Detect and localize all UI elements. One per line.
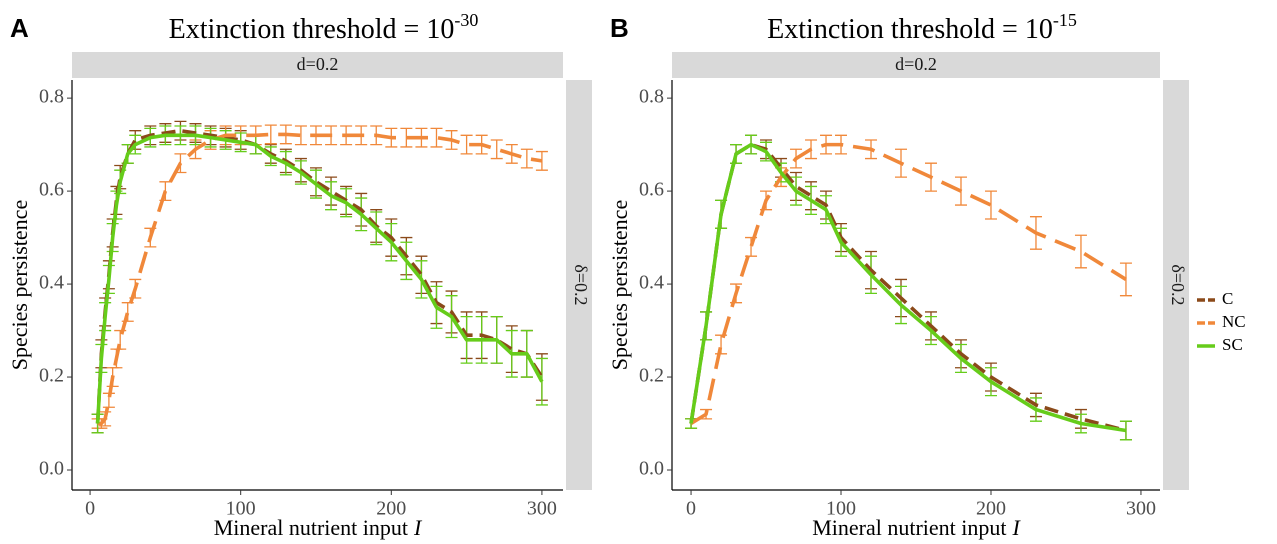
error-bar	[535, 357, 548, 406]
error-bar	[294, 125, 307, 146]
error-bar	[460, 134, 473, 155]
x-tick-label: 200	[376, 498, 406, 520]
x-axis-label: Mineral nutrient input I	[812, 515, 1021, 540]
x-tick-label: 300	[1126, 498, 1156, 520]
facet-label: d=0.2	[297, 54, 339, 74]
series-line	[95, 128, 544, 424]
y-tick-label: 0.2	[639, 365, 664, 387]
y-tick-label: 0.6	[639, 179, 664, 201]
error-bar	[1074, 234, 1087, 269]
y-tick-label: 0.8	[39, 86, 64, 108]
y-tick-label: 0.4	[639, 272, 664, 294]
y-tick-label: 0.0	[639, 458, 664, 480]
legend-label: NC	[1222, 312, 1246, 331]
facet-strip	[72, 52, 563, 78]
y-tick-label: 0.8	[639, 86, 664, 108]
y-tick-label: 0.2	[39, 365, 64, 387]
series-line	[689, 142, 1127, 433]
y-axis-label: Species persistence	[607, 200, 632, 370]
x-label-text: Mineral nutrient input	[214, 515, 408, 540]
error-bar	[430, 127, 443, 148]
x-tick-label: 100	[826, 498, 856, 520]
error-bar	[490, 139, 503, 160]
series-line	[97, 132, 543, 426]
error-bar	[1119, 262, 1132, 297]
x-axis-label: Mineral nutrient input I	[214, 515, 423, 540]
y-tick-label: 0.0	[39, 458, 64, 480]
title-exponent: -15	[1053, 10, 1077, 30]
x-label-var: I	[413, 515, 423, 540]
facet-strip	[672, 52, 1160, 78]
series-line	[95, 133, 544, 424]
x-label-text: Mineral nutrient input	[812, 515, 1006, 540]
error-bar	[520, 148, 533, 169]
title-exponent: -30	[454, 10, 478, 30]
chart-title: Extinction threshold = 10-15	[767, 10, 1077, 45]
y-tick-label: 0.6	[39, 179, 64, 201]
error-bar	[264, 124, 277, 145]
facet-label: δ=0.2	[571, 264, 591, 305]
y-axis-label: Species persistence	[7, 200, 32, 370]
title-text: Extinction threshold = 10	[169, 14, 455, 45]
error-bar	[984, 190, 997, 220]
series-line	[690, 142, 1127, 426]
error-bar	[1119, 420, 1132, 441]
legend-label: SC	[1222, 335, 1243, 354]
x-tick-label: 300	[527, 498, 557, 520]
error-bar	[745, 236, 758, 257]
x-tick-label: 0	[85, 498, 95, 520]
y-tick-label: 0.4	[39, 272, 64, 294]
x-tick-label: 200	[976, 498, 1006, 520]
facet-label: δ=0.2	[1168, 264, 1188, 305]
series-line	[689, 142, 1127, 433]
x-tick-label: 100	[226, 498, 256, 520]
panel-label: A	[10, 13, 29, 43]
x-label-var: I	[1011, 515, 1021, 540]
facet-strip	[1163, 80, 1189, 490]
facet-strip	[566, 80, 592, 490]
x-tick-label: 0	[686, 498, 696, 520]
title-text: Extinction threshold = 10	[767, 14, 1053, 45]
facet-label: d=0.2	[895, 54, 937, 74]
legend-label: C	[1222, 289, 1233, 308]
chart-title: Extinction threshold = 10-30	[169, 10, 479, 45]
panel-label: B	[610, 13, 629, 43]
